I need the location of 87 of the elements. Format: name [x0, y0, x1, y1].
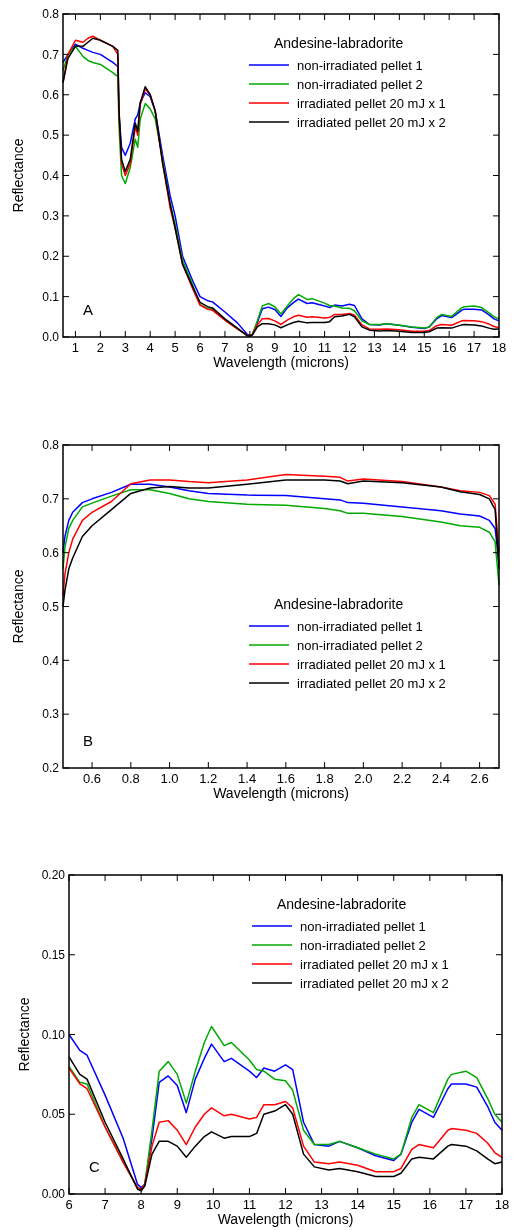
x-tick-label: 16 [441, 340, 457, 355]
x-tick-label: 7 [221, 340, 229, 355]
x-tick-label: 13 [314, 1197, 329, 1212]
x-tick-label: 14 [392, 340, 407, 355]
x-tick-label: 17 [458, 1197, 474, 1212]
x-tick-label: 2.0 [354, 771, 373, 786]
legend-label: irradiated pellet 20 mJ x 2 [300, 975, 449, 991]
y-tick-label: 0.5 [42, 599, 60, 614]
legend-title: Andesine-labradorite [274, 35, 404, 51]
y-axis-title: Reflectance [10, 569, 26, 644]
legend-title: Andesine-labradorite [277, 896, 407, 912]
x-tick-label: 1.2 [199, 771, 218, 786]
legend-label: non-irradiated pellet 1 [297, 618, 423, 634]
legend-label: non-irradiated pellet 1 [300, 918, 426, 934]
x-tick-label: 1.0 [160, 771, 179, 786]
y-tick-label: 0.1 [42, 289, 60, 304]
legend-label: irradiated pellet 20 mJ x 1 [300, 956, 449, 972]
x-tick-label: 11 [242, 1197, 257, 1212]
legend-title: Andesine-labradorite [274, 596, 404, 612]
annotation: C [89, 1158, 100, 1175]
y-tick-label: 0.15 [41, 947, 66, 962]
y-axis-title: Reflectance [10, 138, 26, 213]
x-tick-label: 18 [494, 1197, 510, 1212]
x-tick-label: 1.8 [315, 771, 334, 786]
y-tick-label: 0.3 [42, 707, 60, 722]
x-tick-label: 15 [417, 340, 432, 355]
x-tick-label: 15 [386, 1197, 401, 1212]
x-tick-label: 1 [71, 340, 80, 355]
x-tick-label: 12 [278, 1197, 293, 1212]
x-tick-label: 12 [342, 340, 357, 355]
x-tick-label: 2.2 [393, 771, 412, 786]
y-axis-title: Reflectance [16, 997, 32, 1072]
x-tick-label: 6 [196, 340, 204, 355]
legend-label: non-irradiated pellet 2 [297, 76, 423, 92]
y-tick-label: 0.6 [42, 545, 60, 560]
x-tick-label: 2.4 [431, 771, 450, 786]
y-tick-label: 0.10 [41, 1027, 66, 1042]
x-tick-label: 6 [65, 1197, 73, 1212]
x-axis-title: Wavelength (microns) [213, 785, 349, 801]
x-tick-label: 1.6 [276, 771, 295, 786]
annotation: B [83, 732, 94, 749]
y-tick-label: 0.7 [42, 47, 60, 62]
x-tick-label: 17 [466, 340, 482, 355]
x-tick-label: 4 [146, 340, 154, 355]
y-tick-label: 0.20 [41, 868, 66, 883]
x-tick-label: 2 [96, 340, 104, 355]
y-tick-label: 0.0 [42, 330, 60, 345]
y-tick-label: 0.2 [42, 249, 60, 264]
y-tick-label: 0.2 [42, 761, 60, 776]
y-tick-label: 0.00 [41, 1187, 66, 1202]
x-axis-title: Wavelength (microns) [217, 1211, 354, 1227]
x-tick-label: 9 [271, 340, 279, 355]
x-tick-label: 8 [246, 340, 254, 355]
legend-label: non-irradiated pellet 2 [300, 937, 426, 953]
x-tick-label: 11 [317, 340, 332, 355]
x-tick-label: 18 [491, 340, 507, 355]
x-tick-label: 2.6 [470, 771, 489, 786]
x-tick-label: 14 [350, 1197, 365, 1212]
x-tick-label: 0.6 [83, 771, 102, 786]
legend-label: non-irradiated pellet 2 [297, 637, 423, 653]
legend-label: irradiated pellet 20 mJ x 1 [297, 656, 446, 672]
y-tick-label: 0.4 [42, 168, 60, 183]
x-tick-label: 9 [173, 1197, 181, 1212]
legend-label: irradiated pellet 20 mJ x 2 [297, 675, 446, 691]
legend-label: non-irradiated pellet 1 [297, 57, 423, 73]
x-tick-label: 5 [171, 340, 179, 355]
annotation: A [83, 301, 94, 318]
x-tick-label: 1.4 [238, 771, 257, 786]
y-tick-label: 0.6 [42, 87, 60, 102]
y-tick-label: 0.8 [42, 438, 60, 453]
legend-label: irradiated pellet 20 mJ x 1 [297, 95, 446, 111]
x-tick-label: 16 [422, 1197, 438, 1212]
x-tick-label: 7 [101, 1197, 109, 1212]
x-tick-label: 3 [121, 340, 129, 355]
y-tick-label: 0.7 [42, 492, 60, 507]
x-tick-label: 10 [292, 340, 307, 355]
y-tick-label: 0.3 [42, 209, 60, 224]
y-tick-label: 0.4 [42, 653, 60, 668]
x-tick-label: 13 [367, 340, 382, 355]
y-tick-label: 0.5 [42, 128, 60, 143]
y-tick-label: 0.05 [41, 1107, 66, 1122]
x-tick-label: 8 [137, 1197, 145, 1212]
x-axis-title: Wavelength (microns) [213, 354, 349, 370]
x-tick-label: 0.8 [121, 771, 140, 786]
y-tick-label: 0.8 [42, 7, 60, 22]
legend-label: irradiated pellet 20 mJ x 2 [297, 114, 446, 130]
x-tick-label: 10 [206, 1197, 221, 1212]
